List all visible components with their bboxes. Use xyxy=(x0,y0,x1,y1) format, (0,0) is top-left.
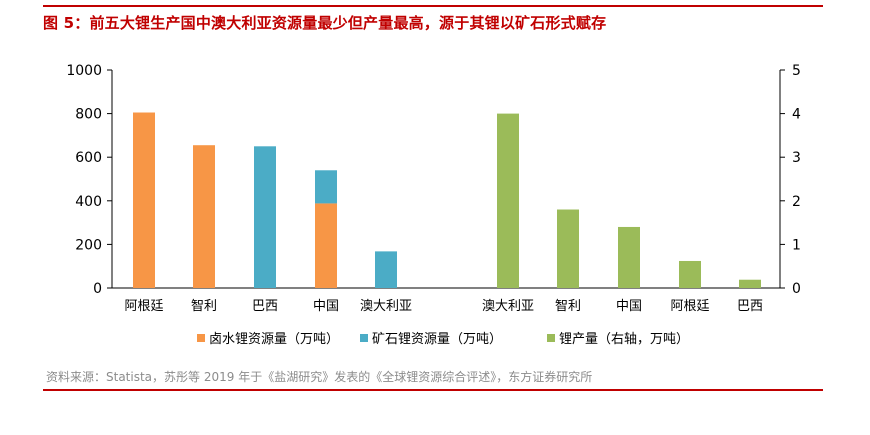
right-tick-label: 5 xyxy=(792,63,801,79)
x-tick-label: 澳大利亚 xyxy=(482,298,534,314)
bar-s2-7 xyxy=(618,226,640,288)
legend-label-1: 矿石锂资源量（万吨） xyxy=(372,332,502,347)
bar-s1-3 xyxy=(315,170,337,204)
x-tick-label: 阿根廷 xyxy=(670,299,709,314)
x-tick-label: 智利 xyxy=(555,299,581,314)
bar-s0-3 xyxy=(315,203,337,288)
left-tick-label: 600 xyxy=(75,150,102,166)
x-tick-label: 阿根廷 xyxy=(124,299,163,314)
x-tick-label: 智利 xyxy=(191,299,217,314)
right-tick-label: 4 xyxy=(792,107,801,123)
bar-s2-8 xyxy=(679,260,701,288)
legend-label-2: 锂产量（右轴，万吨） xyxy=(559,332,689,347)
right-tick-label: 3 xyxy=(792,150,801,166)
left-tick-label: 400 xyxy=(75,194,102,210)
bar-s0-1 xyxy=(193,145,215,288)
x-tick-label: 中国 xyxy=(313,299,339,314)
legend-swatch-2 xyxy=(547,334,555,342)
legend-label-0: 卤水锂资源量（万吨） xyxy=(209,331,339,347)
bar-s2-5 xyxy=(497,113,519,288)
left-tick-label: 800 xyxy=(75,107,102,123)
legend-swatch-1 xyxy=(360,334,368,342)
right-tick-label: 0 xyxy=(792,281,801,297)
right-tick-label: 2 xyxy=(792,194,801,210)
x-tick-label: 中国 xyxy=(616,299,642,314)
right-tick-label: 1 xyxy=(792,237,801,253)
bar-s0-0 xyxy=(133,112,155,288)
left-tick-label: 0 xyxy=(93,281,102,297)
bar-s2-6 xyxy=(557,209,579,288)
x-tick-label: 巴西 xyxy=(252,299,278,314)
legend-swatch-0 xyxy=(197,334,205,342)
chart: 0 200 400 600 800 1000 0 1 2 3 4 5 阿根廷 智利 巴西 中国 澳大利亚 澳大利亚… xyxy=(66,63,801,347)
source-note: 资料来源：Statista，苏彤等 2019 年于《盐湖研究》发表的《全球锂资源… xyxy=(46,370,593,384)
x-tick-label: 澳大利亚 xyxy=(360,298,412,314)
x-tick-label: 巴西 xyxy=(737,299,763,314)
left-tick-label: 1000 xyxy=(66,63,102,79)
left-tick-label: 200 xyxy=(75,237,102,253)
bar-s1-4 xyxy=(375,251,397,288)
bottom-rule xyxy=(43,389,823,391)
bar-s1-2 xyxy=(254,146,276,288)
figure-title: 图 5：前五大锂生产国中澳大利亚资源量最少但产量最高，源于其锂以矿石形式赋存 xyxy=(43,14,607,32)
top-rule xyxy=(43,5,823,7)
bar-s2-9 xyxy=(739,279,761,288)
